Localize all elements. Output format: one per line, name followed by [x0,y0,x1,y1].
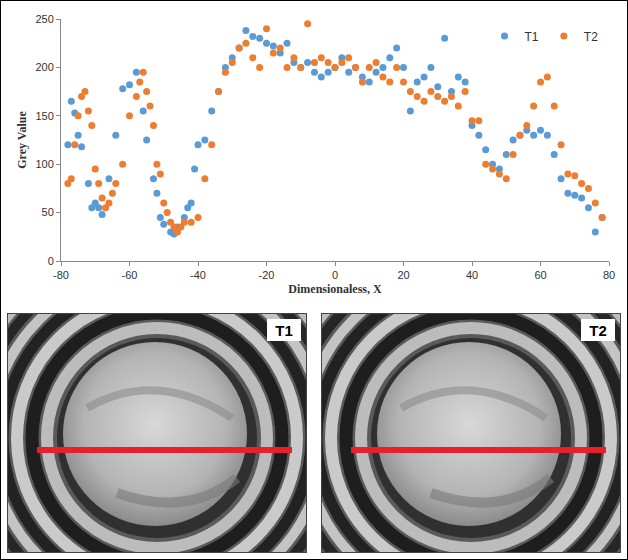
svg-text:20: 20 [397,269,409,281]
svg-text:-40: -40 [190,269,206,281]
svg-text:80: 80 [603,269,615,281]
svg-text:T2: T2 [589,322,607,339]
svg-text:100: 100 [35,158,53,170]
svg-text:150: 150 [35,110,53,122]
svg-text:-60: -60 [122,269,138,281]
svg-text:T1: T1 [525,30,539,44]
svg-text:T1: T1 [275,322,293,339]
svg-text:250: 250 [35,13,53,25]
svg-text:-80: -80 [53,269,69,281]
svg-text:40: 40 [466,269,478,281]
svg-text:Grey Value: Grey Value [15,111,29,169]
svg-text:0: 0 [332,269,338,281]
svg-text:Dimensionaless, X: Dimensionaless, X [288,282,382,296]
svg-text:T2: T2 [584,30,598,44]
svg-text:-20: -20 [259,269,275,281]
svg-text:200: 200 [35,61,53,73]
svg-text:60: 60 [534,269,546,281]
svg-text:50: 50 [42,206,54,218]
svg-text:0: 0 [48,255,54,267]
